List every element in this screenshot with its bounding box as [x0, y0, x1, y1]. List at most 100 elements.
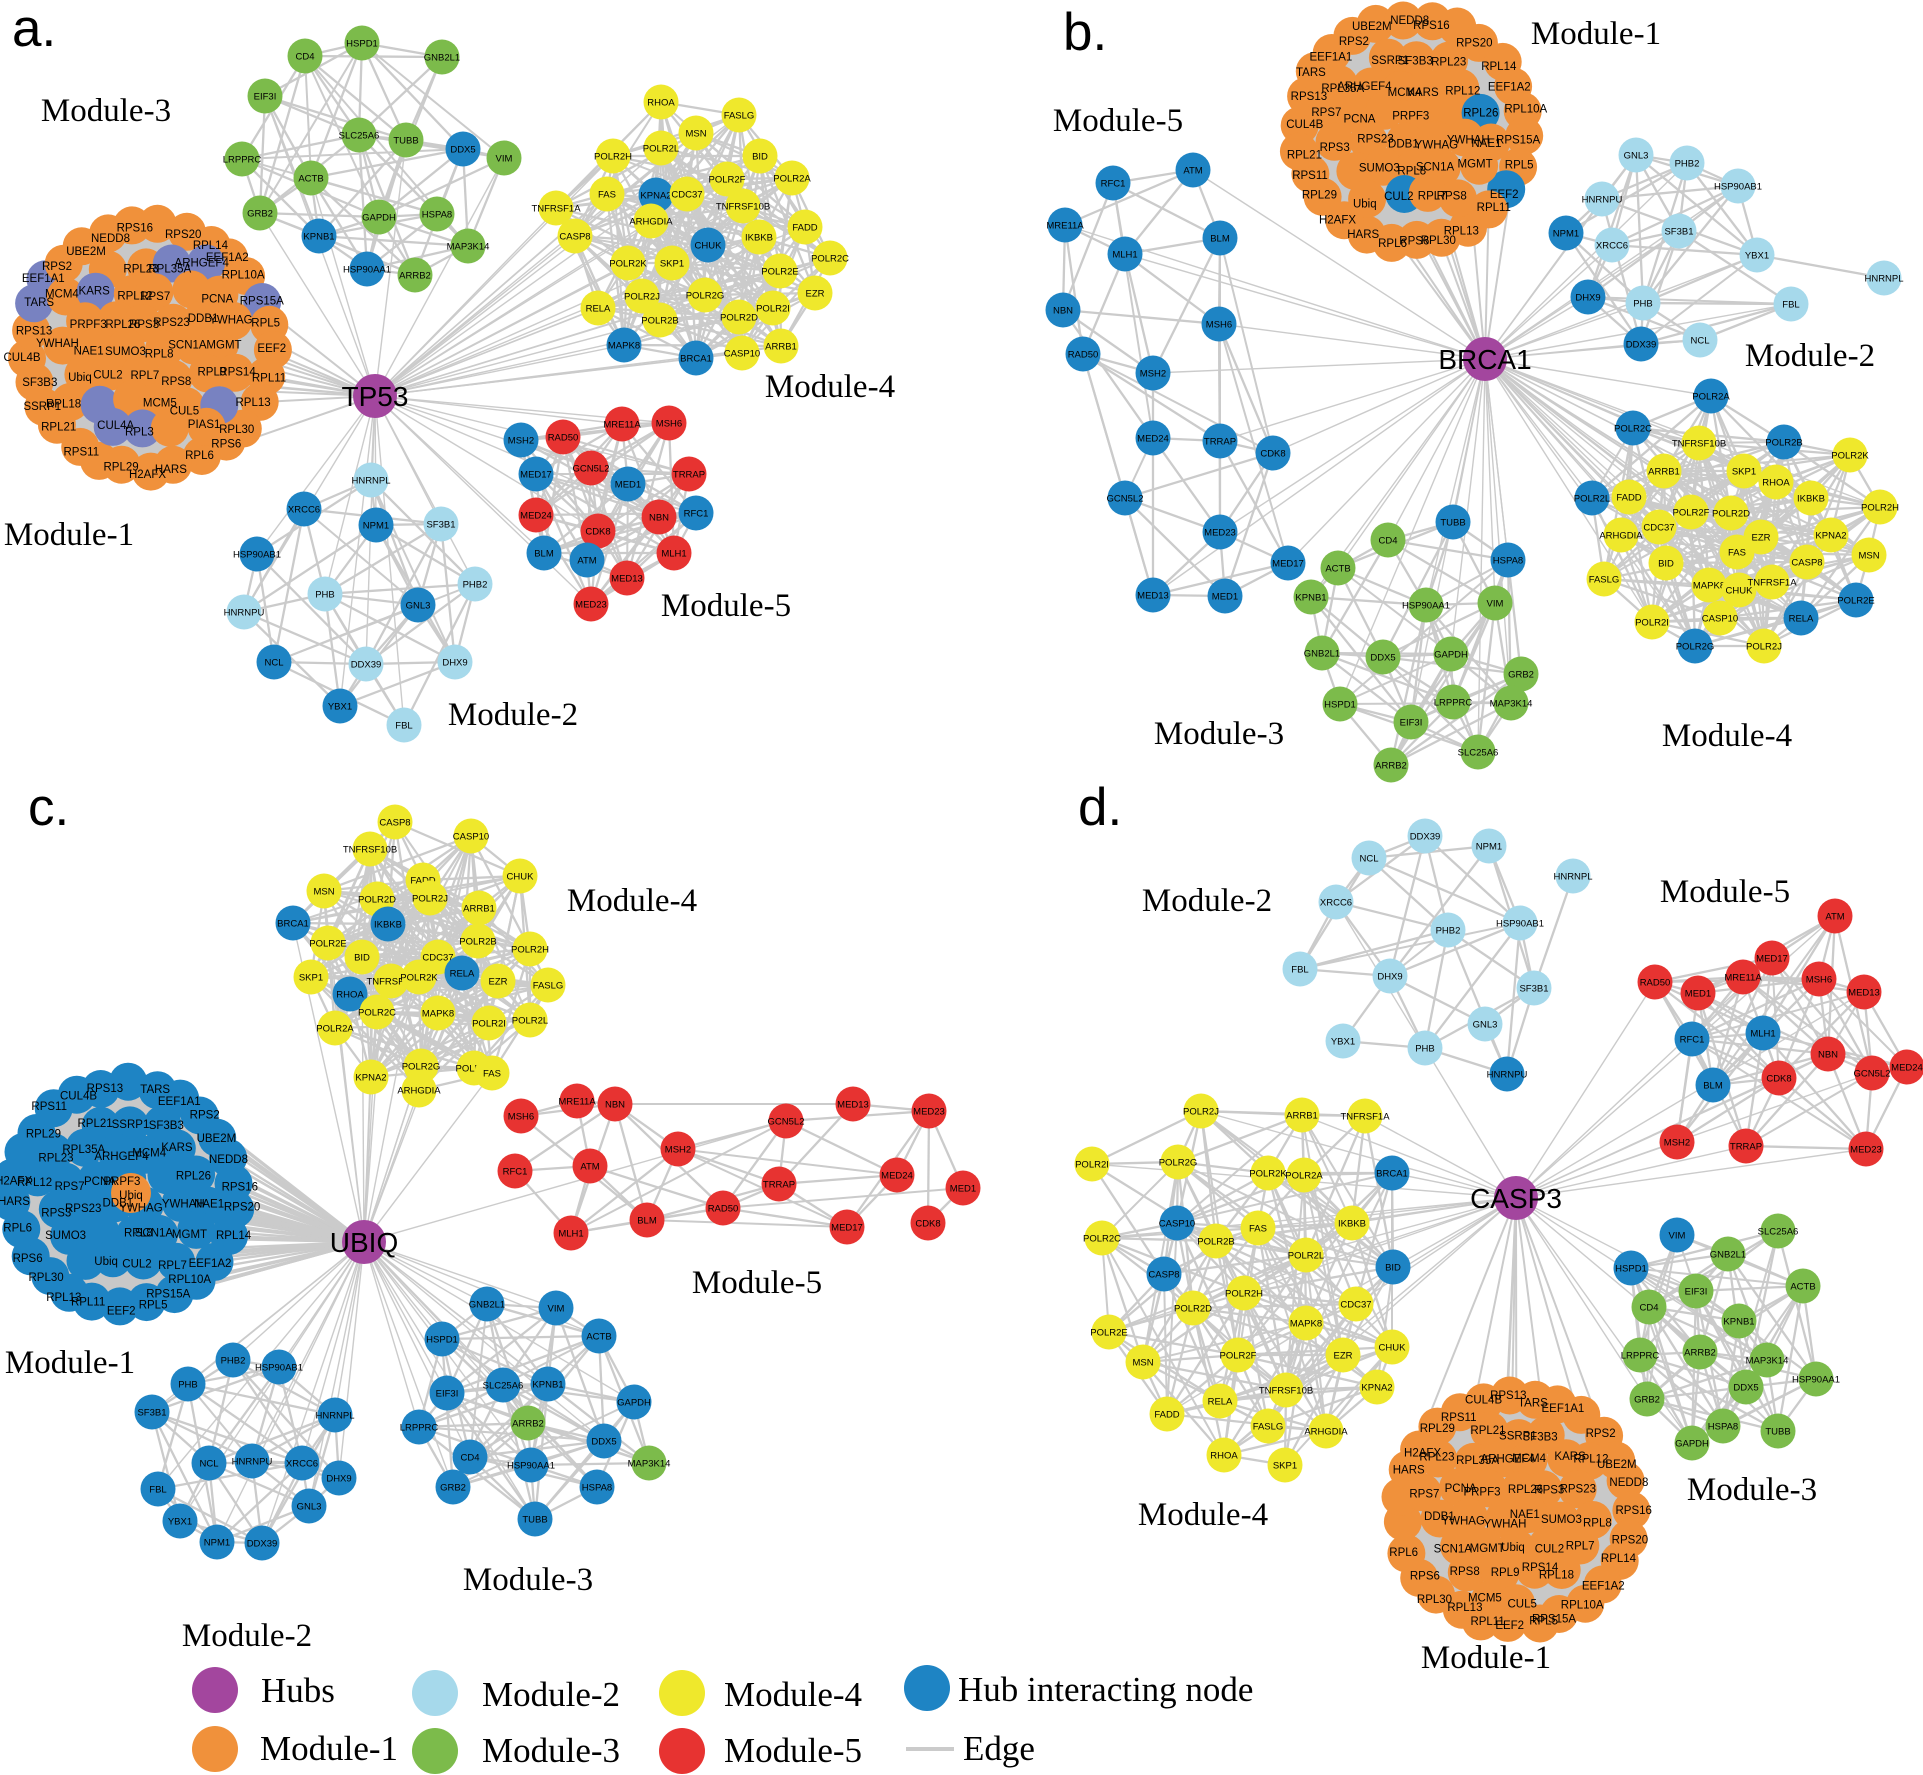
svg-text:CHUK: CHUK	[507, 871, 535, 882]
svg-text:MAP3K14: MAP3K14	[1490, 698, 1533, 709]
svg-text:RPL10A: RPL10A	[1504, 104, 1547, 116]
svg-text:SKP1: SKP1	[660, 258, 684, 269]
svg-text:SCN1A: SCN1A	[1416, 161, 1455, 173]
svg-text:GCN5L2: GCN5L2	[573, 463, 610, 474]
svg-text:FASLG: FASLG	[1253, 1421, 1284, 1432]
svg-text:RELA: RELA	[450, 968, 475, 979]
svg-text:CUL2: CUL2	[93, 370, 122, 382]
svg-text:RPS7: RPS7	[140, 291, 170, 303]
svg-text:XRCC6: XRCC6	[288, 504, 320, 515]
svg-text:BLM: BLM	[637, 1215, 657, 1226]
svg-text:FAS: FAS	[1728, 547, 1746, 558]
svg-text:BRCA1: BRCA1	[1438, 344, 1531, 375]
svg-text:POLR2C: POLR2C	[811, 253, 849, 264]
svg-text:MCM5: MCM5	[1468, 1592, 1502, 1604]
svg-text:DDX5: DDX5	[591, 1436, 616, 1447]
svg-text:RPL35A: RPL35A	[148, 263, 191, 275]
svg-text:Hubs: Hubs	[261, 1671, 335, 1710]
svg-text:MED1: MED1	[950, 1183, 976, 1194]
svg-text:RPL7: RPL7	[131, 370, 160, 382]
svg-text:MSN: MSN	[685, 128, 706, 139]
svg-text:RPS16: RPS16	[1615, 1505, 1651, 1517]
svg-text:CDC37: CDC37	[671, 189, 702, 200]
svg-text:RFC1: RFC1	[1680, 1034, 1705, 1045]
svg-text:RPL18: RPL18	[1539, 1569, 1574, 1581]
svg-text:YBX1: YBX1	[1331, 1036, 1355, 1047]
svg-text:HNRNPU: HNRNPU	[224, 607, 265, 618]
svg-text:MED23: MED23	[1204, 527, 1236, 538]
svg-text:RAD50: RAD50	[1640, 977, 1671, 988]
svg-text:RPS20: RPS20	[1456, 38, 1492, 50]
svg-text:a.: a.	[12, 0, 56, 58]
svg-text:MED13: MED13	[611, 573, 643, 584]
svg-text:PHB2: PHB2	[463, 579, 488, 590]
svg-text:PCNA: PCNA	[201, 294, 233, 306]
svg-text:TNFRSF10B: TNFRSF10B	[1672, 438, 1726, 449]
svg-text:FBL: FBL	[395, 720, 412, 731]
svg-text:MGMT: MGMT	[1458, 158, 1493, 170]
svg-text:SCN1A: SCN1A	[1434, 1543, 1473, 1555]
svg-text:RPS13: RPS13	[16, 326, 52, 338]
svg-text:Module-5: Module-5	[724, 1731, 862, 1770]
svg-text:HNRNPL: HNRNPL	[1553, 871, 1592, 882]
svg-text:RPL18: RPL18	[46, 399, 81, 411]
svg-text:CASP10: CASP10	[1159, 1218, 1195, 1229]
svg-text:HSP90AB1: HSP90AB1	[1496, 918, 1544, 929]
svg-text:PIAS1: PIAS1	[188, 419, 221, 431]
svg-text:RHOA: RHOA	[647, 97, 675, 108]
svg-text:CASP10: CASP10	[724, 348, 760, 359]
svg-text:RFC1: RFC1	[684, 508, 709, 519]
svg-text:POLR2K: POLR2K	[609, 258, 647, 269]
svg-text:GAPDH: GAPDH	[617, 1397, 651, 1408]
svg-text:RPS13: RPS13	[87, 1083, 123, 1095]
svg-text:PRPF3: PRPF3	[1463, 1487, 1500, 1499]
svg-text:RPS15A: RPS15A	[1532, 1613, 1576, 1625]
svg-text:RPS23: RPS23	[1560, 1484, 1596, 1496]
svg-text:GNL3: GNL3	[297, 1501, 322, 1512]
svg-text:PHB: PHB	[178, 1379, 198, 1390]
svg-text:BRCA1: BRCA1	[680, 353, 712, 364]
svg-text:RPS7: RPS7	[1311, 107, 1341, 119]
svg-text:RPS14: RPS14	[219, 367, 256, 379]
svg-text:FADD: FADD	[792, 222, 817, 233]
svg-text:MRE11A: MRE11A	[1724, 972, 1762, 983]
svg-text:MSH2: MSH2	[508, 435, 534, 446]
svg-text:RPL11: RPL11	[1477, 202, 1511, 214]
svg-text:ARRB1: ARRB1	[765, 341, 797, 352]
svg-text:Ubiq: Ubiq	[1353, 199, 1377, 211]
svg-text:Ubiq: Ubiq	[119, 1190, 143, 1202]
svg-text:MLH1: MLH1	[1112, 249, 1137, 260]
svg-text:RPS2: RPS2	[190, 1110, 220, 1122]
svg-text:MED23: MED23	[575, 599, 607, 610]
svg-text:RPS6: RPS6	[13, 1253, 43, 1265]
svg-text:GRB2: GRB2	[440, 1482, 466, 1493]
svg-text:H2AFX: H2AFX	[0, 1176, 32, 1188]
svg-text:RPL7: RPL7	[1418, 191, 1447, 203]
svg-text:RPL5: RPL5	[1505, 160, 1534, 172]
svg-text:SKP1: SKP1	[1732, 466, 1756, 477]
svg-text:BRCA1: BRCA1	[1376, 1168, 1408, 1179]
svg-text:MED24: MED24	[1137, 433, 1169, 444]
svg-text:RPS23: RPS23	[1357, 133, 1393, 145]
svg-text:POLR2B: POLR2B	[1765, 437, 1803, 448]
svg-text:FASLG: FASLG	[1589, 574, 1620, 585]
svg-text:KARS: KARS	[161, 1142, 193, 1154]
svg-text:NAE1: NAE1	[194, 1199, 224, 1211]
svg-text:DHX9: DHX9	[442, 657, 467, 668]
svg-text:RPL26: RPL26	[176, 1171, 211, 1183]
svg-text:RPL6: RPL6	[3, 1223, 32, 1235]
svg-text:ACTB: ACTB	[1325, 563, 1350, 574]
svg-text:RAD50: RAD50	[1068, 349, 1099, 360]
svg-text:RPS16: RPS16	[222, 1181, 258, 1193]
svg-text:RPS3: RPS3	[129, 319, 159, 331]
svg-text:SF3B1: SF3B1	[1519, 983, 1548, 994]
svg-text:ARHGEF4: ARHGEF4	[1481, 1453, 1536, 1465]
svg-text:HSPA8: HSPA8	[422, 209, 452, 220]
svg-text:RPL23: RPL23	[123, 263, 158, 275]
svg-text:MED1: MED1	[1212, 591, 1238, 602]
svg-text:c.: c.	[28, 778, 69, 837]
svg-text:Module-4: Module-4	[567, 883, 697, 919]
svg-text:POLR2F: POLR2F	[1220, 1350, 1257, 1361]
svg-text:PHB2: PHB2	[1436, 925, 1461, 936]
svg-text:MLH1: MLH1	[1750, 1028, 1775, 1039]
